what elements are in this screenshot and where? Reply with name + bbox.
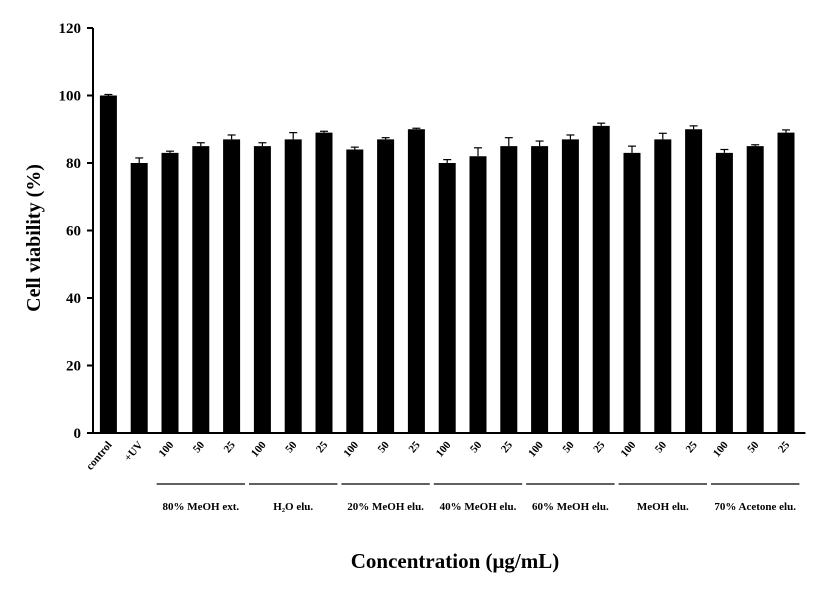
bar	[592, 125, 610, 433]
x-tick-label: 25	[591, 439, 608, 456]
bar	[346, 149, 364, 433]
y-tick-label: 20	[66, 359, 81, 375]
x-axis-title: Concentration (μg/mL)	[351, 549, 559, 573]
y-tick-label: 80	[66, 156, 81, 172]
bar	[315, 132, 333, 433]
x-tick-label: +UV	[122, 439, 145, 464]
x-tick-label: 100	[711, 439, 731, 460]
group-label: 20% MeOH elu.	[347, 501, 424, 513]
y-axis-title: Cell viability (%)	[23, 164, 45, 312]
x-tick-label: 25	[406, 439, 423, 456]
group-label: MeOH elu.	[637, 501, 689, 513]
bar	[223, 139, 241, 433]
bar	[469, 156, 487, 433]
y-tick-label: 60	[66, 224, 81, 240]
bar	[407, 129, 425, 433]
error-bars	[104, 93, 790, 163]
bar	[654, 139, 672, 433]
bar	[99, 95, 117, 433]
bar	[161, 152, 179, 433]
x-tick-label: 50	[653, 439, 670, 456]
bar	[438, 163, 456, 433]
y-tick-label: 100	[59, 89, 82, 105]
bar	[561, 139, 579, 433]
tick-labels: control +UV 100 50 25 100 50 25 100 50 25 100 50 25 10…	[84, 439, 793, 473]
x-tick-label: 25	[314, 439, 331, 456]
x-tick-label: 25	[499, 439, 516, 456]
x-tick-label: 50	[560, 439, 577, 456]
bar	[746, 146, 764, 433]
group-label: 70% Acetone elu.	[714, 501, 796, 513]
bar	[284, 139, 302, 433]
x-tick-label: 25	[222, 439, 239, 456]
x-tick-label: 50	[283, 439, 300, 456]
bar	[623, 152, 641, 433]
x-tick-label: 100	[341, 439, 361, 460]
x-tick-label: 100	[526, 439, 546, 460]
x-tick-label: 100	[434, 439, 454, 460]
y-tick-label: 40	[66, 291, 81, 307]
bar	[500, 146, 518, 433]
bar	[777, 132, 795, 433]
bar	[715, 152, 733, 433]
x-tick-label: 50	[376, 439, 393, 456]
x-tick-label: 25	[776, 439, 793, 456]
group-label: 80% MeOH ext.	[162, 501, 239, 513]
x-tick-label: 25	[684, 439, 701, 456]
group-labels: 80% MeOH ext. H₂O elu. 20% MeOH elu. 40% Me…	[156, 483, 800, 513]
x-tick-label: 50	[468, 439, 485, 456]
bar	[685, 129, 703, 433]
bar	[377, 139, 395, 433]
x-tick-label: 50	[745, 439, 762, 456]
group-label: 60% MeOH elu.	[532, 501, 609, 513]
x-tick-label: 100	[249, 439, 269, 460]
bar	[130, 163, 148, 433]
x-tick-label: 100	[618, 439, 638, 460]
group-label: H₂O elu.	[273, 501, 313, 513]
bars	[99, 95, 795, 433]
bar	[192, 146, 210, 433]
bar	[531, 146, 549, 433]
x-tick-label: control	[84, 439, 115, 472]
x-tick-label: 50	[191, 439, 208, 456]
y-tick-label: 120	[59, 21, 82, 37]
group-label: 40% MeOH elu.	[440, 501, 517, 513]
y-tick-label: 0	[74, 426, 82, 442]
bar	[253, 146, 271, 433]
x-tick-label: 100	[156, 439, 176, 460]
